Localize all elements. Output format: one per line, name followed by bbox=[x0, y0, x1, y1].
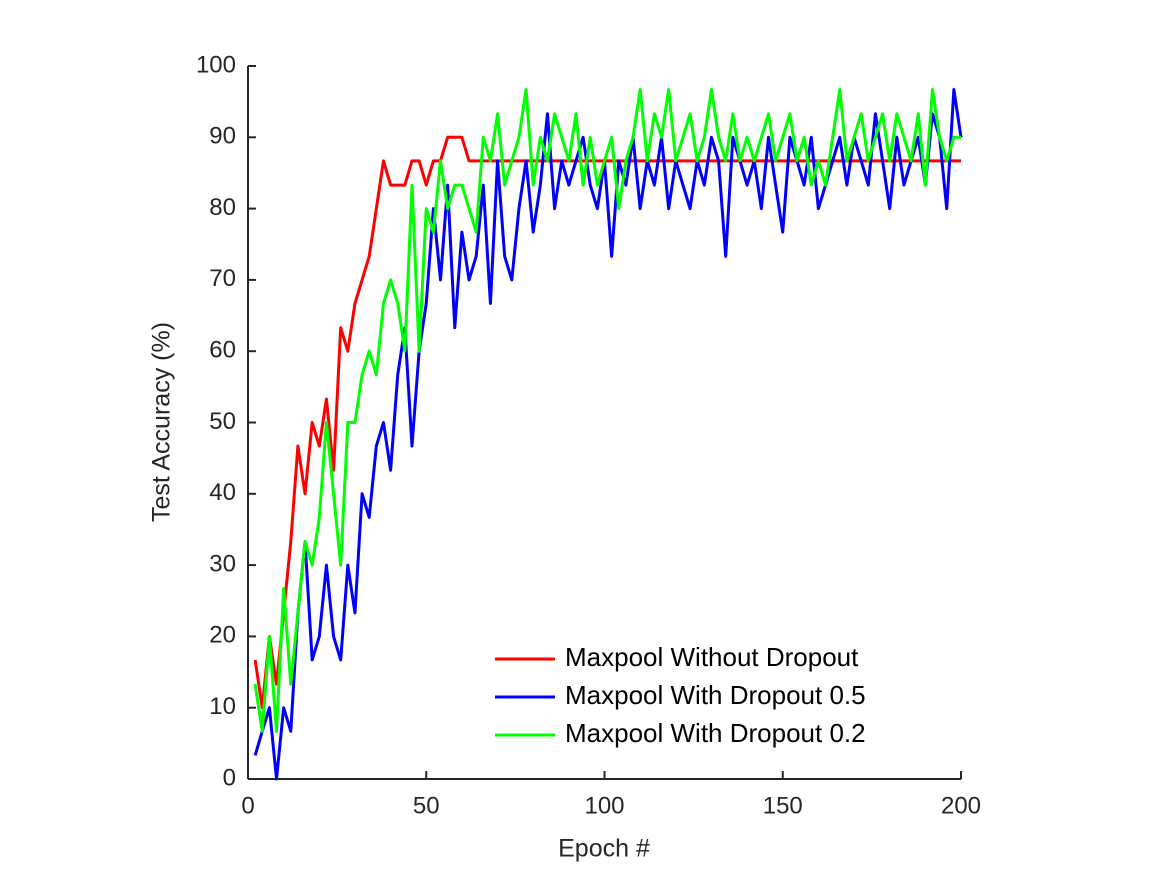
series-line bbox=[253, 88, 963, 781]
x-tick-label: 50 bbox=[413, 792, 440, 819]
series-line bbox=[253, 88, 961, 733]
y-tick-label: 80 bbox=[209, 194, 236, 221]
y-tick-label: 20 bbox=[209, 622, 236, 649]
y-tick-label: 90 bbox=[209, 123, 236, 150]
legend-label: Maxpool Without Dropout bbox=[565, 642, 859, 672]
y-tick-label: 0 bbox=[223, 764, 236, 791]
y-tick-label: 50 bbox=[209, 408, 236, 435]
x-tick-label: 150 bbox=[763, 792, 803, 819]
y-tick-label: 100 bbox=[196, 51, 236, 78]
x-tick-label: 200 bbox=[941, 792, 981, 819]
y-tick-label: 40 bbox=[209, 479, 236, 506]
y-tick-label: 10 bbox=[209, 693, 236, 720]
x-tick-label: 0 bbox=[241, 792, 254, 819]
y-tick-label: 60 bbox=[209, 337, 236, 364]
y-axis-label: Test Accuracy (%) bbox=[148, 322, 176, 522]
x-axis-label: Epoch # bbox=[558, 835, 650, 863]
y-tick-label: 70 bbox=[209, 265, 236, 292]
legend-label: Maxpool With Dropout 0.5 bbox=[565, 680, 866, 710]
legend-label: Maxpool With Dropout 0.2 bbox=[565, 718, 866, 748]
x-tick-label: 100 bbox=[584, 792, 624, 819]
y-tick-label: 30 bbox=[209, 550, 236, 577]
